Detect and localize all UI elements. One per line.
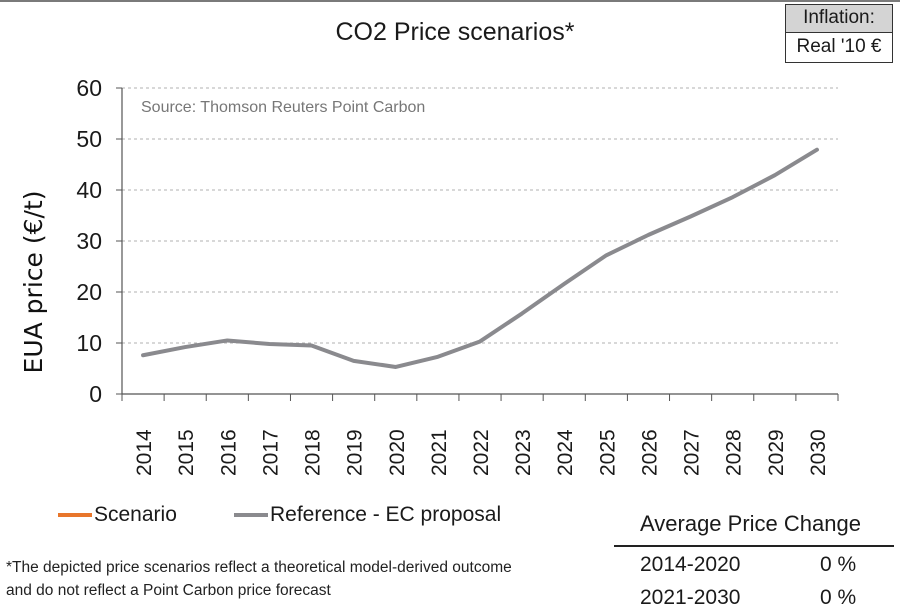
x-tick-label: 2024 [554, 429, 577, 476]
x-tick-label: 2025 [596, 429, 619, 476]
x-tick-label: 2015 [175, 429, 198, 476]
x-tick-label: 2017 [259, 429, 282, 476]
inflation-value: Real '10 € [786, 33, 892, 62]
x-tick-label: 2030 [807, 429, 830, 476]
legend-label-reference: Reference - EC proposal [270, 503, 502, 526]
x-tick-label: 2029 [765, 429, 788, 476]
y-tick-label: 40 [76, 177, 102, 203]
axes [116, 87, 839, 401]
y-tick-label: 30 [76, 228, 102, 254]
x-tick-label: 2027 [681, 429, 704, 476]
avg-price-change-period: 2014-2020 [640, 553, 741, 576]
legend-item-scenario: Scenario [58, 503, 177, 527]
x-tick-label: 2018 [302, 429, 325, 476]
x-tick-label: 2022 [470, 429, 493, 476]
chart-title: CO2 Price scenarios* [335, 18, 575, 46]
x-tick-labels: 2014 2015 2016 2017 2018 2019 2020 2021 2022 2023… [133, 429, 830, 476]
legend-label-scenario: Scenario [94, 503, 177, 526]
source-note: Source: Thomson Reuters Point Carbon [141, 99, 425, 116]
x-tick-label: 2028 [723, 429, 746, 476]
legend-swatch-reference [234, 513, 268, 517]
x-tick-label: 2021 [428, 429, 451, 476]
top-border [0, 0, 900, 2]
avg-price-change-period: 2021-2030 [640, 586, 741, 609]
gridlines [122, 87, 838, 344]
y-tick-label: 10 [76, 330, 102, 356]
inflation-label: Inflation: [786, 5, 892, 33]
x-tick-label: 2019 [344, 429, 367, 476]
y-tick-label: 0 [89, 381, 102, 407]
avg-price-change-divider [614, 545, 894, 547]
series-line-reference-ec-proposal [141, 147, 819, 369]
y-tick-label: 50 [76, 126, 102, 152]
x-tick-label: 2023 [512, 429, 535, 476]
footnote-line-1: *The depicted price scenarios reflect a … [6, 559, 512, 576]
avg-price-change-title: Average Price Change [640, 511, 861, 536]
y-tick-labels: 0 10 20 30 40 50 60 [76, 75, 102, 407]
x-tick-label: 2014 [133, 429, 156, 476]
x-tick-label: 2026 [638, 429, 661, 476]
legend-item-reference: Reference - EC proposal [234, 503, 501, 527]
x-tick-label: 2016 [217, 429, 240, 476]
y-tick-label: 20 [76, 279, 102, 305]
legend-swatch-scenario [58, 513, 92, 517]
avg-price-change-value: 0 % [820, 553, 857, 576]
series-lines [141, 147, 819, 369]
footnote-line-2: and do not reflect a Point Carbon price … [6, 582, 331, 599]
inflation-box: Inflation: Real '10 € [785, 4, 893, 63]
y-axis-label: EUA price (€/t) [19, 191, 48, 374]
x-tick-label: 2020 [386, 429, 409, 476]
y-tick-label: 60 [76, 75, 102, 101]
avg-price-change-value: 0 % [820, 586, 857, 609]
footnote: *The depicted price scenarios reflect a … [6, 556, 606, 602]
